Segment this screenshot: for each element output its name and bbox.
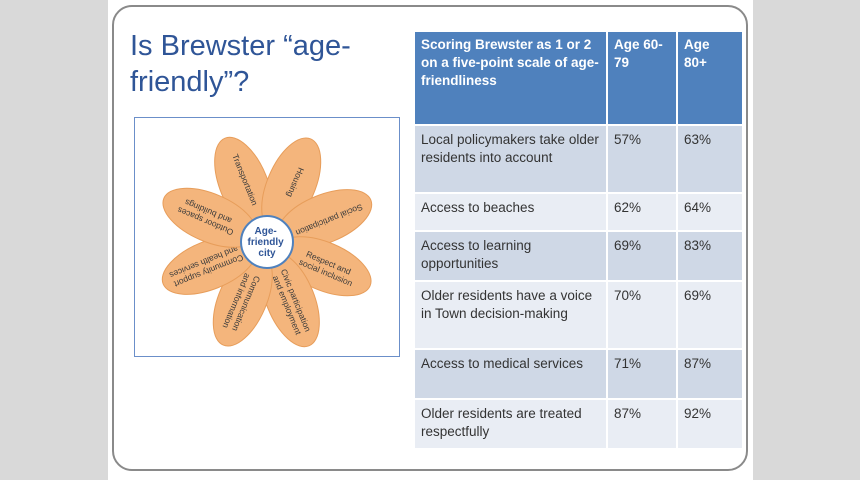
row-value-80-plus: 83% [677, 230, 742, 281]
row-label: Access to learning opportunities [415, 230, 608, 281]
row-label: Older residents have a voice in Town dec… [415, 280, 608, 349]
petal-community-support: Community support and health services [161, 235, 258, 295]
slide-title: Is Brewster “age-friendly”? [130, 30, 351, 98]
row-label: Access to medical services [415, 348, 608, 399]
row-value-60-79: 69% [607, 230, 678, 281]
table-row: Local policymakers take older residents … [415, 124, 742, 193]
table-row: Access to medical services 71% 87% [415, 348, 742, 399]
row-value-80-plus: 92% [677, 398, 742, 448]
row-label: Older residents are treated respectfully [415, 398, 608, 448]
slide: Is Brewster “age-friendly”? Transportati… [108, 0, 753, 480]
row-value-80-plus: 87% [677, 348, 742, 399]
table-row: Access to beaches 62% 64% [415, 192, 742, 231]
row-value-60-79: 71% [607, 348, 678, 399]
row-label: Local policymakers take older residents … [415, 124, 608, 193]
svg-text:Age- friendly: Age- friendly city [248, 226, 287, 259]
table-header-row: Scoring Brewster as 1 or 2 on a five-poi… [415, 32, 742, 125]
header-age-80-plus: Age 80+ [677, 32, 742, 125]
table-row: Older residents have a voice in Town dec… [415, 280, 742, 349]
row-value-60-79: 70% [607, 280, 678, 349]
row-value-80-plus: 63% [677, 124, 742, 193]
flower-center: Age- friendly city [240, 215, 294, 269]
row-value-60-79: 62% [607, 192, 678, 231]
petal-social-participation: Social participation [276, 189, 373, 249]
table-row: Older residents are treated respectfully… [415, 398, 742, 448]
table-row: Access to learning opportunities 69% 83% [415, 230, 742, 281]
flower-svg: Transportation Housing Social participat… [161, 136, 373, 348]
row-label: Access to beaches [415, 192, 608, 231]
header-age-60-79: Age 60-79 [607, 32, 678, 125]
row-value-60-79: 87% [607, 398, 678, 448]
petal-civic-participation: Civic participation and employment [260, 251, 320, 348]
header-question: Scoring Brewster as 1 or 2 on a five-poi… [415, 32, 608, 125]
petal-outdoor-spaces: Outdoor spaces and buildings [162, 187, 258, 248]
row-value-80-plus: 69% [677, 280, 742, 349]
slide-frame [112, 5, 748, 471]
age-friendly-flower-diagram: Transportation Housing Social participat… [134, 117, 400, 357]
petal-respect-inclusion: Respect and social inclusion [276, 236, 372, 297]
age-friendliness-table: Scoring Brewster as 1 or 2 on a five-poi… [415, 32, 742, 448]
row-value-60-79: 57% [607, 124, 678, 193]
row-value-80-plus: 64% [677, 192, 742, 231]
